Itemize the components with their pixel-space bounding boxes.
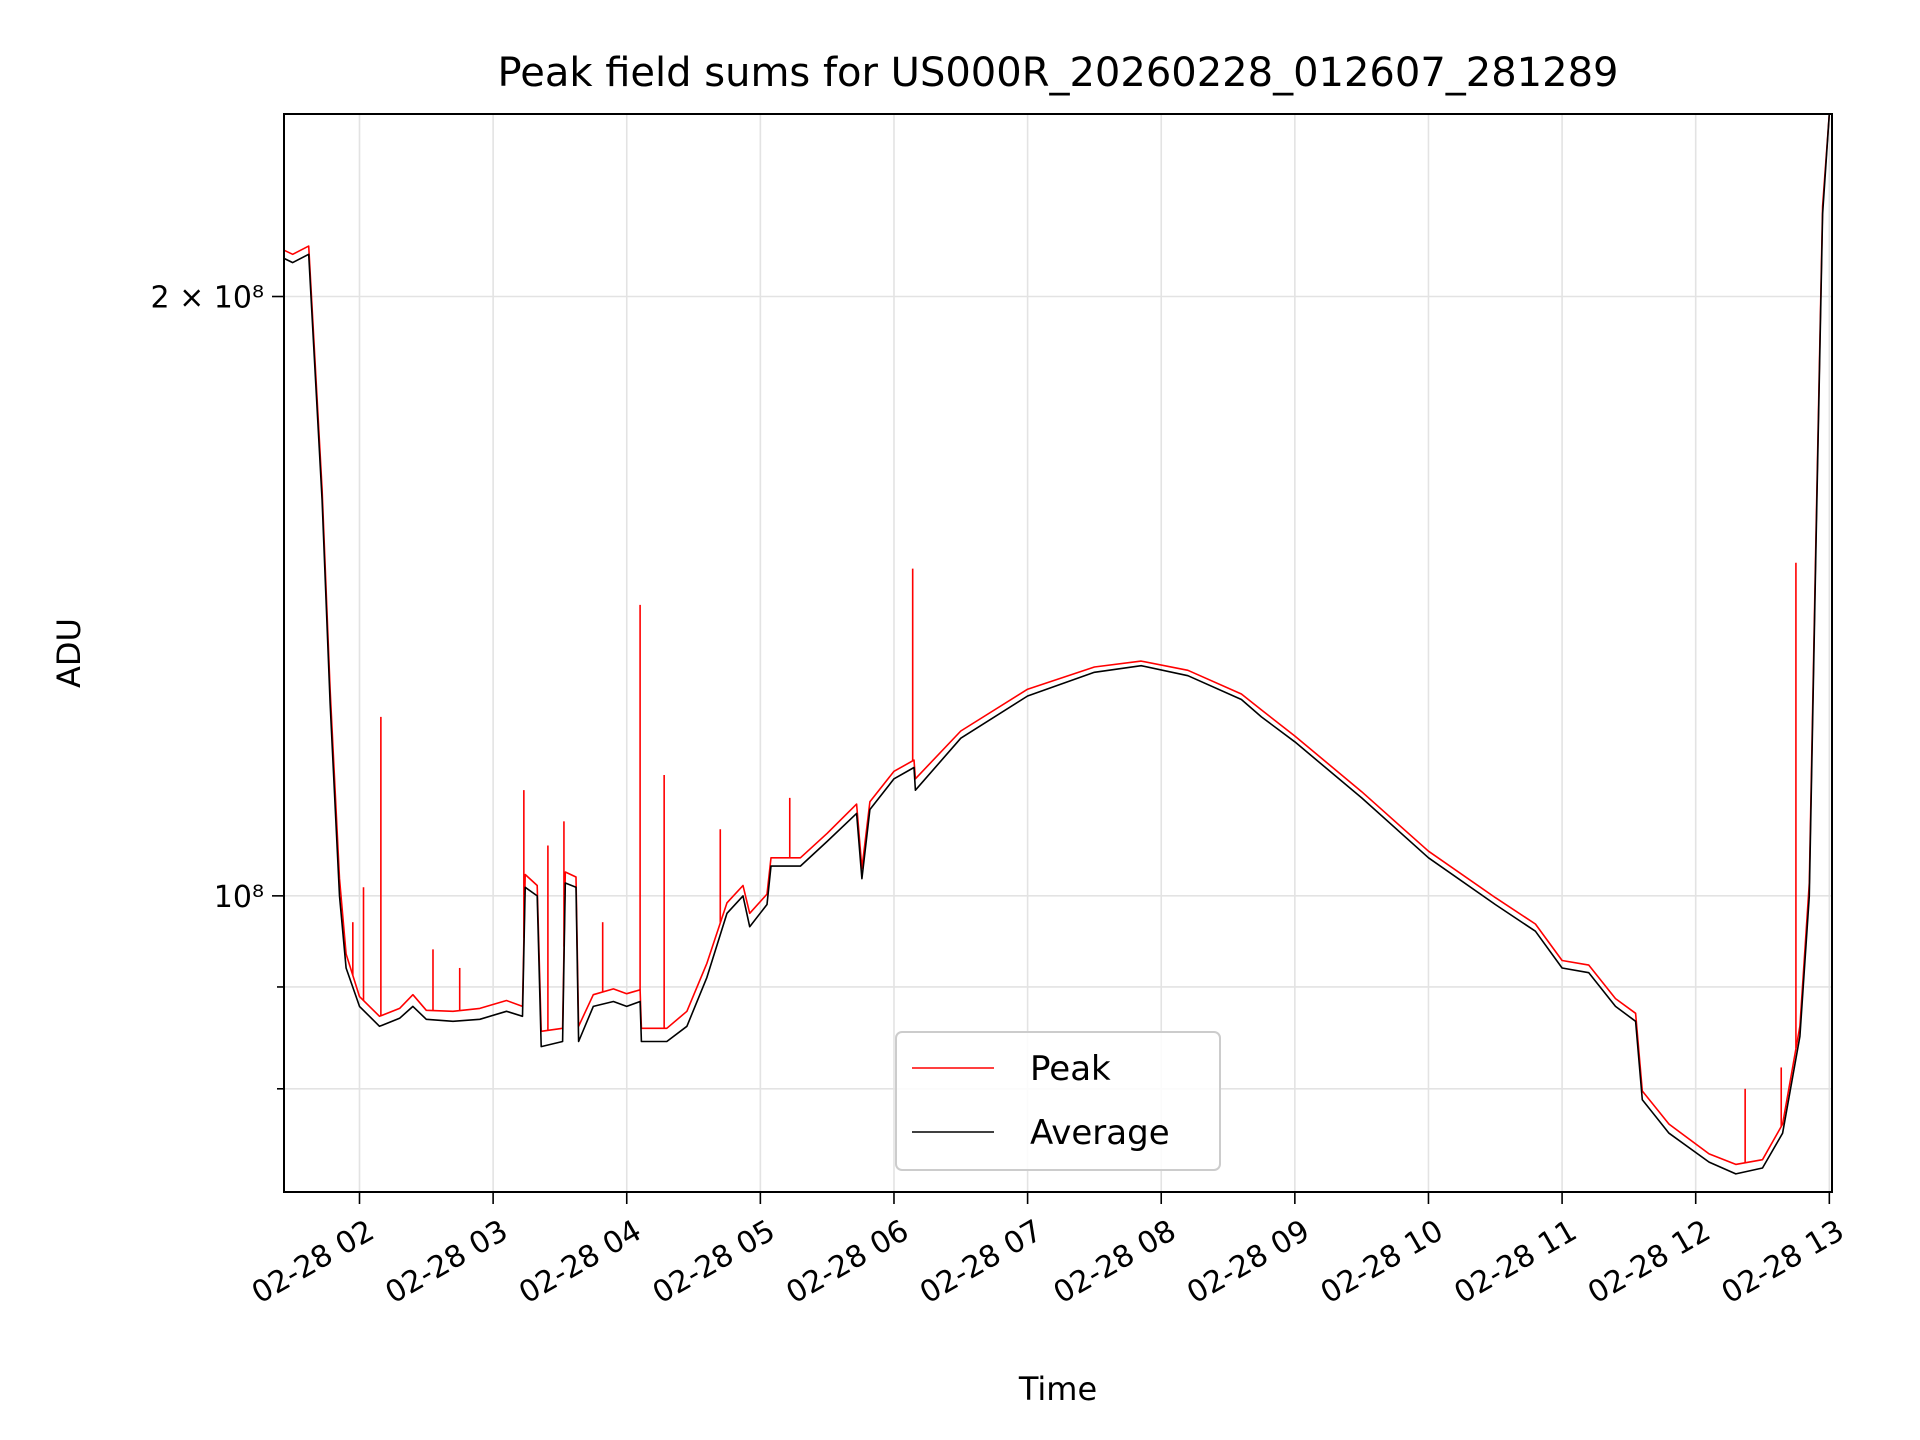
x-tick-label: 02-28 06 — [780, 1213, 914, 1311]
x-tick-label: 02-28 05 — [647, 1213, 781, 1311]
series-line-average — [283, 113, 1831, 1175]
x-tick-label: 02-28 13 — [1716, 1213, 1850, 1311]
x-tick-label: 02-28 12 — [1582, 1213, 1716, 1311]
x-axis-label: Time — [1018, 1370, 1097, 1408]
plot-frame — [283, 113, 1833, 1193]
grid — [284, 114, 1832, 1192]
y-axis-label: ADU — [50, 618, 88, 688]
legend: Peak Average — [895, 1031, 1221, 1171]
x-tick-label: 02-28 11 — [1449, 1213, 1583, 1311]
y-tick-label: 2 × 10⁸ — [151, 281, 265, 316]
x-tick-label: 02-28 02 — [246, 1213, 380, 1311]
chart-title: Peak field sums for US000R_20260228_0126… — [498, 50, 1619, 96]
x-tick-label: 02-28 08 — [1048, 1213, 1182, 1311]
legend-label-average: Average — [1030, 1113, 1170, 1153]
x-tick-label: 02-28 04 — [513, 1213, 647, 1311]
legend-label-peak: Peak — [1030, 1049, 1111, 1089]
y-tick-label: 10⁸ — [214, 880, 264, 915]
x-tick-label: 02-28 09 — [1181, 1213, 1315, 1311]
series-line-peak — [283, 113, 1831, 1166]
plot-area — [283, 113, 1831, 1175]
legend-box — [895, 1031, 1221, 1171]
x-tick-label: 02-28 10 — [1315, 1213, 1449, 1311]
x-tick-label: 02-28 07 — [914, 1213, 1048, 1311]
x-tick-label: 02-28 03 — [380, 1213, 514, 1311]
